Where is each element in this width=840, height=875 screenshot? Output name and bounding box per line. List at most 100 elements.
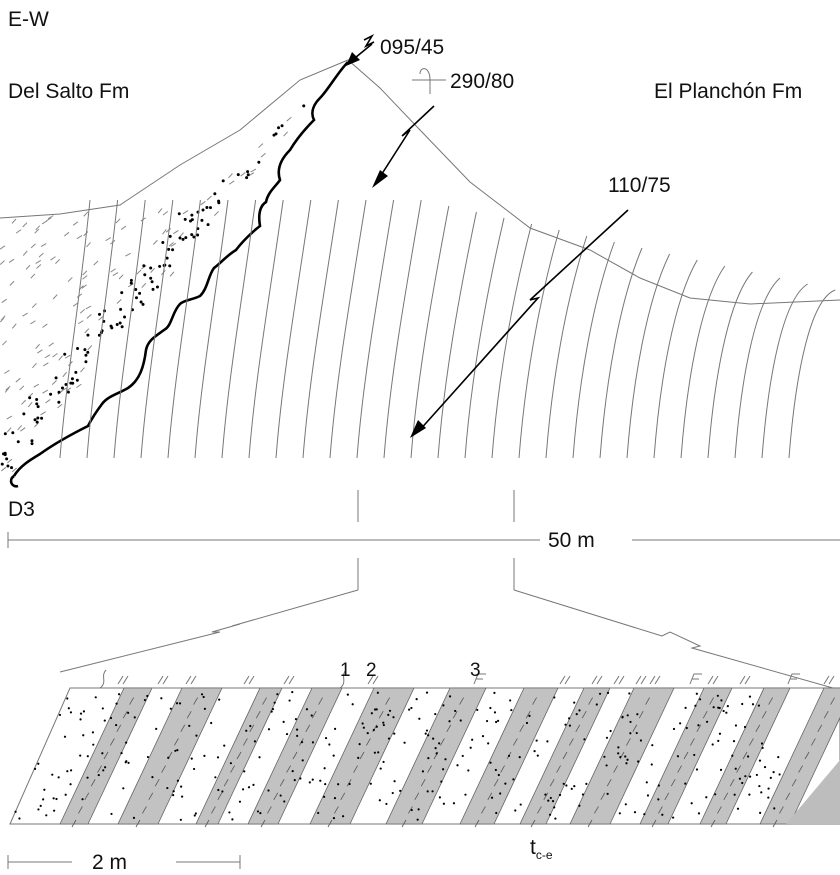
band-sand-dot: [104, 719, 106, 721]
band-sand-dot: [756, 774, 758, 776]
band-sand-dot: [651, 744, 653, 746]
band-sand-dot: [309, 781, 311, 783]
band-sand-dot: [514, 809, 516, 811]
band-sand-dot: [752, 703, 754, 705]
hatch-dash: [125, 253, 130, 256]
band-sand-dot: [283, 800, 285, 802]
band-sand-dot: [257, 810, 259, 812]
band-sand-dot: [174, 750, 176, 752]
bedding-trace: [249, 200, 283, 458]
band-sand-dot: [658, 784, 660, 786]
band-sand-dot: [448, 720, 450, 722]
band-sand-dot: [59, 714, 61, 716]
sand-dot: [10, 466, 13, 469]
sand-dot: [28, 396, 31, 399]
bedding-trace: [492, 224, 532, 458]
bedding-trace: [60, 200, 90, 458]
band-sand-dot: [101, 752, 103, 754]
band-sand-dot: [115, 724, 117, 726]
band-sand-dot: [712, 743, 714, 745]
band-sand-dot: [333, 755, 335, 757]
sand-dot: [86, 351, 89, 354]
hatch-dash: [251, 169, 256, 172]
sand-dot: [116, 323, 119, 326]
band-sand-dot: [271, 711, 273, 713]
hatch-dash: [28, 402, 32, 407]
band-sand-dot: [359, 743, 361, 745]
band-sand-dot: [610, 730, 612, 732]
band-sand-dot: [408, 709, 410, 711]
band-sand-dot: [646, 781, 648, 783]
band-sand-dot: [564, 724, 566, 726]
band-sand-dot: [628, 692, 630, 694]
band-sand-dot: [735, 724, 737, 726]
band-sand-dot: [376, 726, 378, 728]
band-sand-dot: [417, 819, 419, 821]
band-sand-dot: [442, 704, 444, 706]
band-sand-dot: [637, 760, 639, 762]
band-sand-dot: [498, 774, 500, 776]
del-salto-sand-dots: [0, 104, 305, 469]
sand-dot: [40, 417, 43, 420]
turbidite-label: tc-e: [530, 836, 553, 862]
hatch-dash: [53, 353, 58, 356]
band-sand-dot: [696, 693, 698, 695]
band-sand-dot: [70, 769, 72, 771]
band-sand-dot: [328, 743, 330, 745]
band-sand-dot: [133, 817, 135, 819]
sand-dot: [58, 391, 61, 394]
parallel-lamination-mark: [284, 676, 294, 684]
band-sand-dot: [357, 757, 359, 759]
hatch-dash: [214, 211, 218, 215]
sand-dot: [142, 303, 145, 306]
band-sand-dot: [217, 756, 219, 758]
band-sand-dot: [624, 755, 626, 757]
sand-dot: [35, 402, 38, 405]
band-sand-dot: [764, 766, 766, 768]
band-sand-dot: [761, 742, 763, 744]
sand-dot: [245, 176, 248, 179]
band-sand-dot: [476, 709, 478, 711]
hatch-dash: [7, 428, 11, 433]
band-sand-dot: [210, 722, 212, 724]
band-sand-dot: [482, 735, 484, 737]
hatch-dash: [63, 372, 67, 377]
band-sand-dot: [706, 721, 708, 723]
sand-dot: [184, 236, 187, 239]
band-sand-dot: [82, 734, 84, 736]
band-sand-dot: [741, 782, 743, 784]
sand-dot: [74, 371, 77, 374]
band-sand-dot: [553, 696, 555, 698]
hatch-dash: [1, 316, 5, 321]
band-sand-dot: [416, 698, 418, 700]
band-sand-dot: [258, 756, 260, 758]
hatch-dash: [12, 324, 16, 329]
band-sand-dot: [705, 796, 707, 798]
band-sand-dot: [311, 714, 313, 716]
band-sand-dot: [231, 818, 233, 820]
band-sand-dot: [491, 797, 493, 799]
band-sand-dot: [79, 718, 81, 720]
sand-dot: [190, 233, 193, 236]
sand-dot: [246, 170, 249, 173]
band-sand-dot: [778, 773, 780, 775]
band-sand-dot: [324, 767, 326, 769]
measurement-fault-top: 095/45: [380, 36, 444, 59]
band-sand-dot: [744, 726, 746, 728]
flame-structure-mark: [690, 674, 702, 684]
hatch-dash: [59, 356, 63, 361]
band-sand-dot: [312, 741, 314, 743]
band-sand-dot: [179, 702, 181, 704]
hatch-dash: [9, 259, 14, 262]
bedding-trace: [195, 200, 228, 458]
band-sand-dot: [686, 727, 688, 729]
band-sand-dot: [127, 762, 129, 764]
band-sand-dot: [713, 706, 715, 708]
sand-dot: [161, 241, 164, 244]
marker-2: 2: [366, 660, 377, 681]
band-sand-dot: [495, 812, 497, 814]
parallel-lamination-mark: [592, 676, 602, 684]
band-sand-dot: [673, 728, 675, 730]
band-sand-dot: [762, 747, 764, 749]
sand-dot: [167, 248, 170, 251]
